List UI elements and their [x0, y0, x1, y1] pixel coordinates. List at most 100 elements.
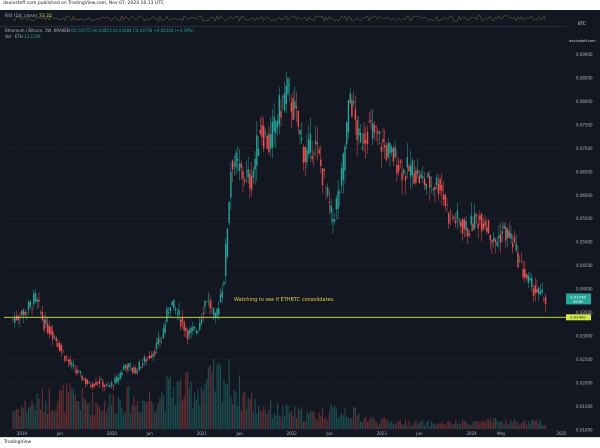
- candle-body: [19, 319, 21, 321]
- volume-bar: [187, 371, 189, 429]
- candle-body: [307, 139, 310, 154]
- volume-bar: [109, 394, 111, 429]
- volume-bar: [219, 365, 222, 429]
- candle-body: [486, 227, 488, 232]
- volume-bar: [138, 411, 140, 429]
- volume-bar: [264, 410, 267, 429]
- candle-body: [309, 133, 312, 153]
- candle-body: [86, 379, 89, 385]
- candle-body: [152, 353, 154, 357]
- candle-body: [394, 147, 396, 158]
- chart-legend: Ethereum / Bitcoin, 1W, KRAKEN O0.03575 …: [5, 28, 194, 40]
- volume-bar: [174, 405, 177, 429]
- volume-bar: [238, 375, 241, 429]
- candle-body: [354, 108, 357, 120]
- candle-body: [235, 152, 237, 168]
- candle-body: [371, 122, 374, 139]
- candle-body: [252, 170, 255, 178]
- candle-body: [109, 385, 111, 387]
- candle-body: [292, 97, 294, 121]
- volume-bar: [475, 420, 478, 429]
- tradingview-logo[interactable]: TradingView: [4, 440, 32, 445]
- volume-bar: [97, 404, 99, 429]
- candle-body: [50, 326, 52, 335]
- legend-vol-label: Vol · ETH: [5, 34, 23, 39]
- candle-body: [501, 231, 504, 234]
- volume-bar: [325, 417, 327, 429]
- chart-svg[interactable]: 0.01000 0.01500 0.02000 0.02500 0.03000 0.035…: [0, 10, 600, 437]
- candle-body: [64, 356, 66, 361]
- volume-bar: [154, 412, 156, 429]
- level-price-label-bg: [566, 314, 591, 321]
- candle-body: [12, 319, 14, 320]
- volume-bar: [456, 423, 459, 429]
- candle-body: [199, 322, 201, 330]
- volume-bar: [354, 407, 356, 429]
- volume-bar: [233, 390, 235, 429]
- last-price-label-bg: [566, 293, 591, 305]
- candle-body: [529, 277, 531, 281]
- y-tick-label: 0.01500: [576, 404, 593, 409]
- candle-body: [174, 308, 177, 311]
- candle-body: [93, 384, 95, 387]
- volume-bar: [225, 384, 227, 429]
- candle-body: [205, 301, 208, 302]
- volume-bar: [46, 413, 49, 429]
- volume-bar: [340, 413, 343, 429]
- candle-body: [506, 229, 509, 238]
- volume-bar: [359, 421, 362, 429]
- chart-area[interactable]: 0.01000 0.01500 0.02000 0.02500 0.03000 0.035…: [0, 10, 600, 437]
- candle-body: [332, 219, 334, 223]
- volume-bar: [171, 397, 173, 429]
- candle-body: [340, 168, 343, 186]
- legend-symbol[interactable]: Ethereum / Bitcoin, 1W, KRAKEN: [5, 28, 70, 33]
- volume-bar: [31, 400, 33, 429]
- volume-bar: [254, 398, 256, 429]
- volume-bar: [283, 415, 286, 429]
- volume-bar: [81, 388, 83, 429]
- volume-bar: [164, 410, 166, 429]
- volume-bar: [71, 389, 73, 429]
- candle-body: [473, 213, 476, 229]
- y-tick-label: 0.02500: [576, 357, 593, 362]
- candle-body: [173, 299, 175, 309]
- volume-bar: [309, 410, 312, 429]
- y-tick-label: 0.08000: [576, 99, 593, 104]
- candle-body: [224, 244, 227, 277]
- volume-bar: [166, 375, 168, 429]
- volume-bar: [506, 425, 509, 429]
- volume-bar: [391, 420, 393, 429]
- volume-bar: [29, 406, 31, 429]
- candle-body: [283, 93, 286, 111]
- x-tick-label: Jun: [235, 431, 243, 436]
- candle-body: [167, 312, 170, 314]
- candle-body: [71, 363, 73, 365]
- volume-bar: [297, 407, 299, 429]
- candle-body: [48, 326, 51, 334]
- volume-bar: [396, 422, 398, 429]
- volume-bar: [26, 411, 28, 429]
- candle-body: [389, 142, 391, 154]
- volume-bar: [486, 419, 488, 429]
- candle-body: [337, 190, 339, 210]
- volume-bar: [119, 400, 121, 429]
- volume-bar: [244, 391, 246, 429]
- volume-bar: [318, 412, 320, 429]
- volume-bar: [168, 378, 170, 429]
- candle-body: [240, 163, 242, 168]
- volume-bar: [368, 419, 370, 429]
- candle-body: [384, 144, 386, 148]
- candle-body: [190, 328, 192, 333]
- candle-body: [475, 215, 478, 217]
- candle-body: [454, 220, 457, 224]
- volume-bar: [192, 408, 194, 429]
- legend-volume-row: Vol · ETH 13.235K: [5, 34, 194, 40]
- volume-bar: [481, 421, 483, 429]
- volume-bar: [155, 410, 158, 429]
- volume-bar: [304, 421, 306, 429]
- candle-body: [429, 176, 431, 188]
- candle-body: [512, 243, 514, 248]
- candle-body: [17, 315, 19, 320]
- rsi-pane[interactable]: RSI (14, close) 33.32: [0, 10, 566, 27]
- candle-body: [245, 171, 248, 173]
